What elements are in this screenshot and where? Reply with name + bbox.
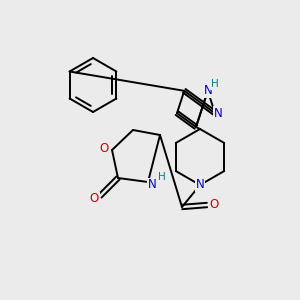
Text: N: N	[148, 178, 156, 191]
Text: N: N	[203, 84, 212, 97]
Text: N: N	[196, 178, 204, 191]
Text: H: H	[211, 79, 219, 89]
Text: O: O	[99, 142, 109, 154]
Text: O: O	[89, 193, 99, 206]
Text: H: H	[158, 172, 166, 182]
Text: O: O	[209, 199, 219, 212]
Text: N: N	[214, 107, 222, 120]
